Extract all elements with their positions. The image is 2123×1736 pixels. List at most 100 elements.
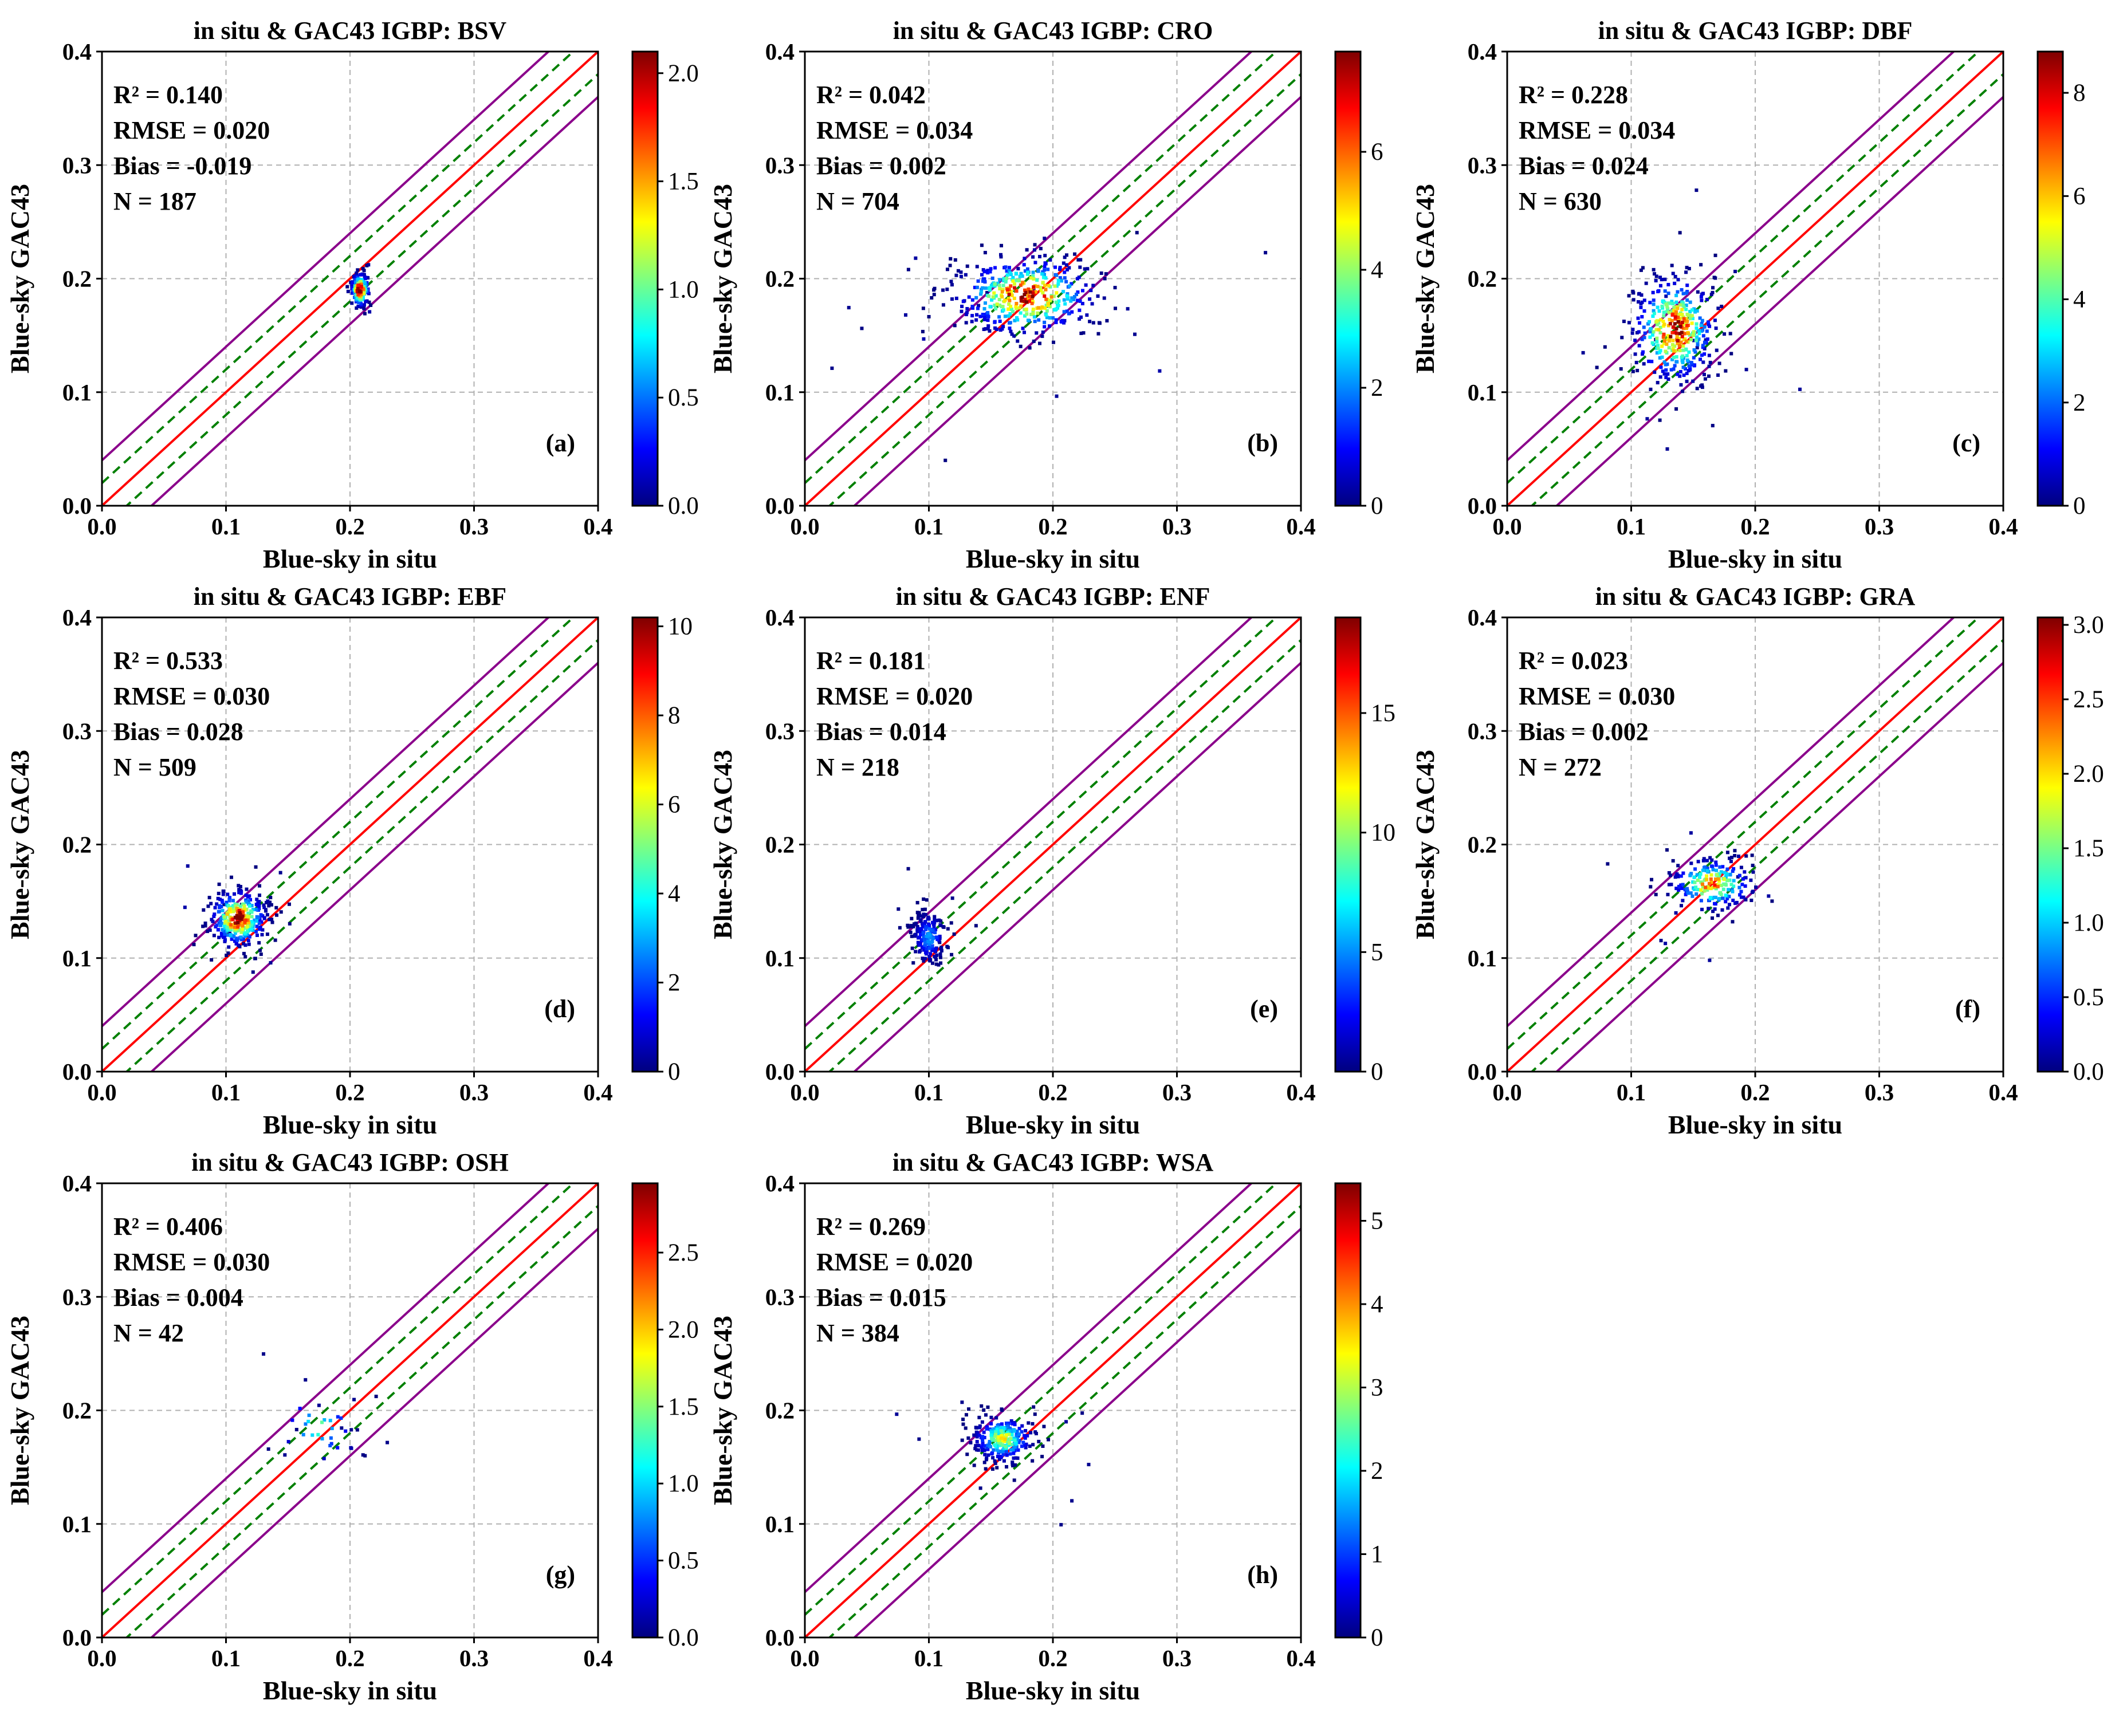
scatter-point [1679, 874, 1683, 878]
scatter-point [921, 956, 925, 960]
scatter-point [219, 922, 223, 926]
colorbar-gradient [631, 616, 659, 1073]
scatter-point [1658, 284, 1662, 288]
scatter-point [1739, 889, 1743, 893]
panel-d: 0.0 0.1 0.2 0.3 0.40.00.10.20.30.4in situ & … [5, 582, 693, 1139]
x-tick-label: 0.2 [1038, 1645, 1067, 1671]
scatter-point [1001, 308, 1005, 312]
scatter-point [1676, 341, 1680, 345]
scatter-point [993, 326, 997, 330]
scatter-point [1714, 860, 1718, 864]
scatter-point [218, 897, 222, 902]
scatter-point [1668, 873, 1672, 877]
scatter-point [298, 1407, 302, 1411]
scatter-point [1678, 231, 1682, 235]
scatter-point [1685, 312, 1689, 316]
scatter-point [364, 300, 368, 304]
scatter-point [1697, 329, 1701, 333]
scatter-point [1642, 336, 1646, 340]
scatter-point [1020, 1430, 1024, 1434]
scatter-point [1099, 271, 1103, 275]
scatter-point [226, 904, 230, 908]
scatter-point [970, 314, 974, 318]
scatter-point [1020, 1444, 1024, 1448]
scatter-point [1680, 308, 1684, 312]
scatter-point [1686, 891, 1690, 895]
scatter-point [360, 278, 364, 282]
scatter-point [975, 1435, 979, 1439]
scatter-point [1655, 319, 1659, 323]
scatter-point [1750, 853, 1754, 857]
scatter-point [1032, 315, 1036, 319]
scatter-point [356, 286, 360, 290]
colorbar-tick-label: 15 [1371, 700, 1395, 727]
scatter-point [1694, 885, 1698, 889]
outer-band-lower-line [1555, 96, 2003, 506]
scatter-point [1102, 296, 1106, 300]
scatter-point [1665, 310, 1669, 314]
scatter-point [950, 952, 954, 956]
colorbar-tick-label: 0 [668, 1058, 681, 1085]
scatter-point [1697, 332, 1701, 336]
y-tick-label: 0.3 [62, 1284, 92, 1310]
scatter-point [1055, 284, 1059, 288]
scatter-point [1664, 942, 1668, 946]
scatter-point [1662, 314, 1666, 318]
y-axis-label: Blue-sky GAC43 [708, 184, 737, 373]
scatter-point [938, 934, 942, 938]
scatter-point [1684, 304, 1688, 308]
scatter-point [1674, 355, 1678, 359]
scatter-point [1017, 1427, 1021, 1431]
colorbar-tick-label: 0 [1371, 1058, 1383, 1085]
scatter-point [1032, 285, 1036, 289]
scatter-point [1703, 352, 1707, 356]
scatter-point [215, 902, 219, 906]
scatter-point [1039, 289, 1043, 293]
scatter-point [1684, 892, 1688, 896]
scatter-point [1725, 851, 1729, 855]
scatter-point [993, 266, 997, 270]
y-tick-label: 0.2 [765, 266, 795, 292]
scatter-point [1700, 298, 1704, 302]
scatter-point [1019, 344, 1023, 348]
scatter-point [255, 897, 259, 902]
scatter-point [1007, 1421, 1011, 1425]
scatter-point [1687, 266, 1691, 270]
scatter-point [919, 932, 923, 936]
x-tick-label: 0.3 [459, 513, 489, 540]
scatter-point [990, 1467, 994, 1471]
scatter-point [1707, 881, 1711, 885]
scatter-point [1695, 335, 1699, 339]
scatter-point [1678, 324, 1682, 328]
scatter-point [235, 907, 239, 911]
scatter-point [946, 927, 950, 931]
scatter-point [1719, 891, 1723, 895]
scatter-point [914, 950, 918, 954]
scatter-point [1033, 290, 1037, 294]
scatter-point [357, 283, 361, 287]
scatter-point [1000, 327, 1004, 331]
scatter-point [1674, 300, 1678, 304]
scatter-point [1022, 263, 1026, 267]
scatter-point [999, 1426, 1003, 1430]
scatter-point [986, 271, 990, 275]
scatter-point [235, 938, 239, 942]
scatter-point [993, 320, 997, 324]
scatter-point [225, 954, 229, 958]
scatter-point [1658, 275, 1662, 280]
scatter-point [990, 1451, 994, 1455]
scatter-point [1733, 269, 1737, 273]
scatter-point [1048, 298, 1052, 302]
scatter-point [1731, 869, 1735, 873]
scatter-point [1754, 885, 1758, 889]
scatter-point [1036, 306, 1040, 310]
scatter-point [320, 1420, 324, 1424]
scatter-point [941, 288, 945, 292]
r2-stat: R² = 0.228 [1519, 81, 1628, 109]
scatter-point [1728, 332, 1732, 336]
colorbar-tick-label: 3 [1371, 1374, 1383, 1401]
scatter-point [237, 915, 241, 919]
scatter-point [386, 1440, 390, 1444]
scatter-point [1673, 344, 1677, 348]
scatter-point [1014, 1456, 1018, 1460]
